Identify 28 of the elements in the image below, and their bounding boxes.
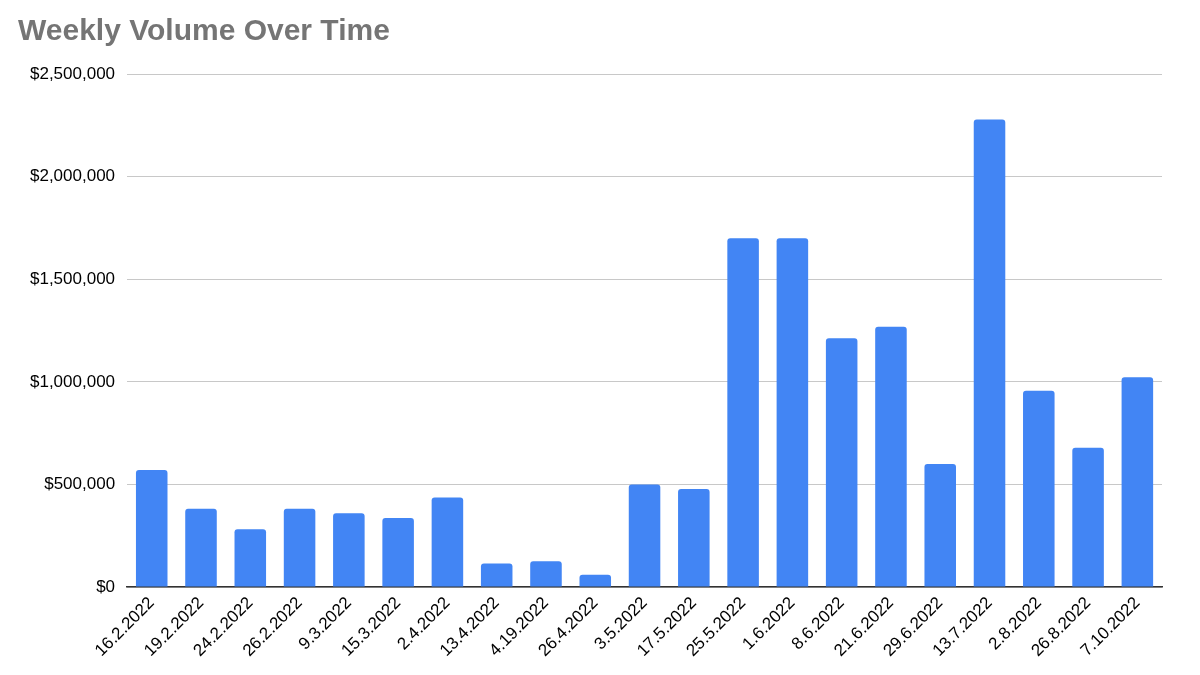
y-tick-label: $500,000 — [44, 474, 116, 494]
bar — [382, 517, 414, 587]
bar — [628, 484, 661, 587]
bar — [1072, 447, 1104, 587]
chart-title: Weekly Volume Over Time — [18, 13, 390, 47]
bar — [431, 497, 464, 587]
bar — [234, 529, 267, 587]
y-tick-label: $1,000,000 — [29, 371, 116, 391]
bar — [283, 508, 316, 587]
bar — [924, 463, 956, 587]
bar — [135, 470, 168, 587]
bar — [530, 561, 562, 587]
y-tick-label: $2,000,000 — [29, 166, 116, 186]
bar — [185, 508, 217, 587]
bar — [333, 513, 365, 587]
bar — [579, 574, 612, 587]
bar — [1121, 377, 1154, 587]
bar — [727, 238, 759, 587]
y-tick-label: $2,500,000 — [29, 63, 116, 83]
bar — [825, 338, 858, 587]
bar — [480, 563, 513, 587]
bar — [1023, 390, 1055, 587]
y-tick-label: $0 — [96, 576, 116, 596]
bar — [776, 238, 809, 587]
bar — [678, 488, 710, 587]
y-tick-label: $1,500,000 — [29, 268, 116, 288]
bar — [973, 119, 1006, 587]
bar — [875, 326, 907, 587]
